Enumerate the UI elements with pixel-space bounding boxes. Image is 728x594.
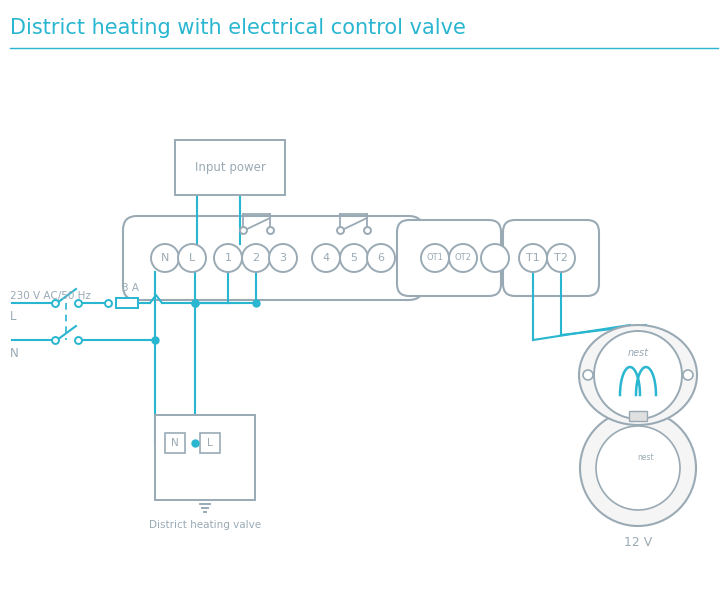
Text: 230 V AC/50 Hz: 230 V AC/50 Hz [10,291,91,301]
Circle shape [683,370,693,380]
Text: 5: 5 [350,253,357,263]
Bar [116,298,138,308]
Text: Input power: Input power [194,161,266,174]
Circle shape [481,244,509,272]
Text: N: N [161,253,169,263]
Circle shape [312,244,340,272]
Circle shape [519,244,547,272]
Circle shape [151,244,179,272]
Circle shape [178,244,206,272]
Text: T1: T1 [526,253,540,263]
Bar [629,411,647,421]
Text: 3: 3 [280,253,287,263]
Text: L: L [189,253,195,263]
Text: OT1: OT1 [427,254,443,263]
Circle shape [367,244,395,272]
Circle shape [340,244,368,272]
Text: 4: 4 [323,253,330,263]
Bar [175,140,285,195]
FancyBboxPatch shape [397,220,501,296]
FancyBboxPatch shape [123,216,423,300]
Text: L: L [10,310,17,323]
Circle shape [449,244,477,272]
Bar [155,415,255,500]
Circle shape [596,426,680,510]
Text: 3 A: 3 A [122,283,138,293]
Text: L: L [207,438,213,448]
Circle shape [269,244,297,272]
Bar [165,433,185,453]
Circle shape [547,244,575,272]
Text: 12 V: 12 V [624,536,652,549]
Text: N: N [171,438,179,448]
Text: District heating valve: District heating valve [149,520,261,530]
Circle shape [242,244,270,272]
Circle shape [583,370,593,380]
FancyBboxPatch shape [503,220,599,296]
Text: District heating with electrical control valve: District heating with electrical control… [10,18,466,38]
Text: 2: 2 [253,253,260,263]
Text: OT2: OT2 [454,254,472,263]
Text: T2: T2 [554,253,568,263]
Ellipse shape [579,325,697,425]
Circle shape [421,244,449,272]
Circle shape [580,410,696,526]
Text: N: N [10,347,19,360]
Bar [200,433,220,453]
Text: nest: nest [638,453,654,463]
Text: 1: 1 [224,253,232,263]
Text: 6: 6 [378,253,384,263]
Circle shape [594,331,682,419]
Text: nest: nest [628,348,649,358]
Circle shape [214,244,242,272]
